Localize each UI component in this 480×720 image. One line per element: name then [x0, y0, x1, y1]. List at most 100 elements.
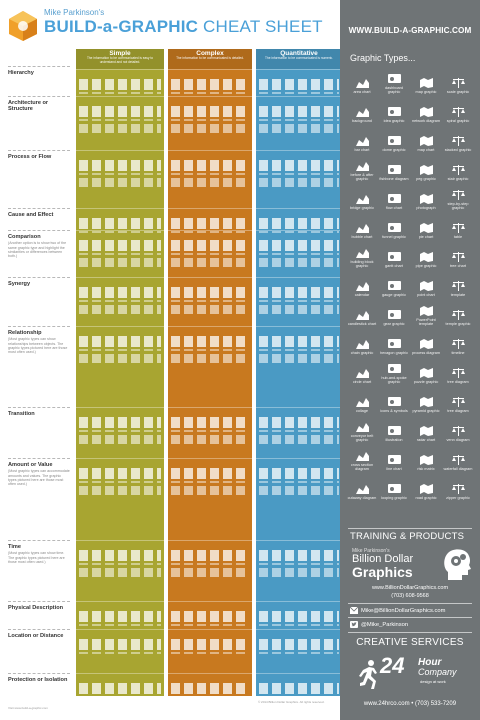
graphic-cell[interactable]: [256, 96, 342, 150]
graphic-cell[interactable]: [168, 540, 252, 601]
graphic-cell[interactable]: [168, 277, 252, 326]
graphic-cell[interactable]: [256, 458, 342, 540]
graphic-cell[interactable]: [168, 208, 252, 230]
graphic-type-item[interactable]: radar chart: [411, 414, 441, 443]
graphic-type-item[interactable]: road graphic: [411, 472, 441, 501]
graphic-type-item[interactable]: map chart: [411, 124, 441, 153]
graphic-type-item[interactable]: collage: [347, 385, 377, 414]
graphic-cell[interactable]: [76, 458, 164, 540]
graphic-type-item[interactable]: candlestick chart: [347, 298, 377, 327]
site-url-link[interactable]: WWW.BUILD-A-GRAPHIC.COM: [340, 26, 480, 35]
graphic-type-item[interactable]: step-by-step graphic: [443, 182, 473, 211]
graphic-type-item[interactable]: area chart: [347, 66, 377, 95]
graphic-cell[interactable]: [256, 277, 342, 326]
graphic-cell[interactable]: [168, 150, 252, 208]
graphic-type-item[interactable]: map graphic: [411, 66, 441, 95]
graphic-cell[interactable]: [256, 673, 342, 693]
graphic-cell[interactable]: [168, 96, 252, 150]
graphic-type-item[interactable]: network diagram: [411, 95, 441, 124]
graphic-cell[interactable]: [256, 629, 342, 673]
graphic-cell[interactable]: [168, 230, 252, 277]
graphic-type-item[interactable]: table: [443, 211, 473, 240]
graphic-cell[interactable]: [76, 629, 164, 673]
graphic-cell[interactable]: [168, 601, 252, 629]
graphic-cell[interactable]: [76, 601, 164, 629]
graphic-type-item[interactable]: puzzle graphic: [411, 356, 441, 385]
graphic-type-item[interactable]: temple graphic: [443, 298, 473, 327]
graphic-type-item[interactable]: PowerPoint template: [411, 298, 441, 327]
graphic-type-item[interactable]: template: [443, 269, 473, 298]
graphic-type-item[interactable]: hub-and-spoke graphic: [379, 356, 409, 385]
graphic-type-item[interactable]: background: [347, 95, 377, 124]
graphic-cell[interactable]: [256, 208, 342, 230]
graphic-type-item[interactable]: calendar: [347, 269, 377, 298]
graphic-type-item[interactable]: scale graphic: [443, 66, 473, 95]
graphic-cell[interactable]: [76, 150, 164, 208]
graphic-type-item[interactable]: icons & symbols: [379, 385, 409, 414]
graphic-type-item[interactable]: cutaway diagram: [347, 472, 377, 501]
graphic-type-item[interactable]: circle chart: [347, 356, 377, 385]
graphic-cell[interactable]: [168, 673, 252, 693]
graphic-cell[interactable]: [168, 629, 252, 673]
bdg-website-link[interactable]: www.BillionDollarGraphics.com: [340, 585, 480, 591]
graphic-type-item[interactable]: bar chart: [347, 124, 377, 153]
graphic-type-item[interactable]: venn diagram: [443, 414, 473, 443]
graphic-type-item[interactable]: line chart: [379, 443, 409, 472]
graphic-type-item[interactable]: funnel graphic: [379, 211, 409, 240]
graphic-cell[interactable]: [256, 540, 342, 601]
graphic-cell[interactable]: [76, 69, 164, 99]
graphic-type-item[interactable]: bubble chart: [347, 211, 377, 240]
graphic-cell[interactable]: [256, 407, 342, 458]
graphic-type-item[interactable]: tree diagram: [443, 356, 473, 385]
graphic-type-item[interactable]: cross section diagram: [347, 443, 377, 472]
graphic-type-item[interactable]: photograph: [411, 182, 441, 211]
graphic-cell[interactable]: [256, 326, 342, 407]
graphic-type-item[interactable]: chain graphic: [347, 327, 377, 356]
graphic-cell[interactable]: [168, 326, 252, 407]
h24-contact[interactable]: www.24hrco.com • (703) 533-7209: [340, 701, 480, 707]
graphic-type-item[interactable]: building block graphic: [347, 240, 377, 269]
graphic-cell[interactable]: [168, 458, 252, 540]
graphic-type-item[interactable]: peg graphic: [411, 153, 441, 182]
graphic-type-item[interactable]: gauge graphic: [379, 269, 409, 298]
graphic-cell[interactable]: [168, 69, 252, 99]
graphic-type-item[interactable]: gantt chart: [379, 240, 409, 269]
graphic-cell[interactable]: [76, 326, 164, 407]
graphic-cell[interactable]: [256, 230, 342, 277]
graphic-type-item[interactable]: pyramid graphic: [411, 385, 441, 414]
graphic-type-item[interactable]: fishbone diagram: [379, 153, 409, 182]
twitter-contact[interactable]: @Mike_Parkinson: [350, 621, 408, 628]
graphic-type-item[interactable]: tree diagram: [443, 385, 473, 414]
graphic-cell[interactable]: [168, 407, 252, 458]
graphic-type-item[interactable]: illustration: [379, 414, 409, 443]
graphic-cell[interactable]: [256, 150, 342, 208]
graphic-cell[interactable]: [76, 230, 164, 277]
graphic-type-item[interactable]: flow chart: [379, 182, 409, 211]
graphic-type-item[interactable]: waterfall diagram: [443, 443, 473, 472]
graphic-cell[interactable]: [76, 208, 164, 230]
graphic-cell[interactable]: [76, 277, 164, 326]
graphic-type-item[interactable]: risk matrix: [411, 443, 441, 472]
graphic-cell[interactable]: [256, 601, 342, 629]
graphic-type-item[interactable]: bridge graphic: [347, 182, 377, 211]
graphic-type-item[interactable]: zipper graphic: [443, 472, 473, 501]
graphic-type-item[interactable]: stair graphic: [443, 153, 473, 182]
graphic-type-item[interactable]: timeline: [443, 327, 473, 356]
graphic-type-item[interactable]: stacked graphic: [443, 124, 473, 153]
graphic-type-item[interactable]: looping graphic: [379, 472, 409, 501]
graphic-type-item[interactable]: conveyor belt graphic: [347, 414, 377, 443]
graphic-type-item[interactable]: pie chart: [411, 211, 441, 240]
graphic-type-item[interactable]: process diagram: [411, 327, 441, 356]
graphic-type-item[interactable]: hexagon graphic: [379, 327, 409, 356]
email-contact[interactable]: Mike@BillionDollarGraphics.com: [350, 607, 446, 614]
graphic-type-item[interactable]: spiral graphic: [443, 95, 473, 124]
graphic-cell[interactable]: [76, 96, 164, 150]
graphic-cell[interactable]: [76, 540, 164, 601]
graphic-cell[interactable]: [76, 407, 164, 458]
graphic-type-item[interactable]: pipe graphic: [411, 240, 441, 269]
graphic-cell[interactable]: [76, 673, 164, 693]
graphic-type-item[interactable]: idea graphic: [379, 95, 409, 124]
graphic-type-item[interactable]: dashboard graphic: [379, 66, 409, 95]
graphic-type-item[interactable]: gear graphic: [379, 298, 409, 327]
graphic-type-item[interactable]: dome graphic: [379, 124, 409, 153]
